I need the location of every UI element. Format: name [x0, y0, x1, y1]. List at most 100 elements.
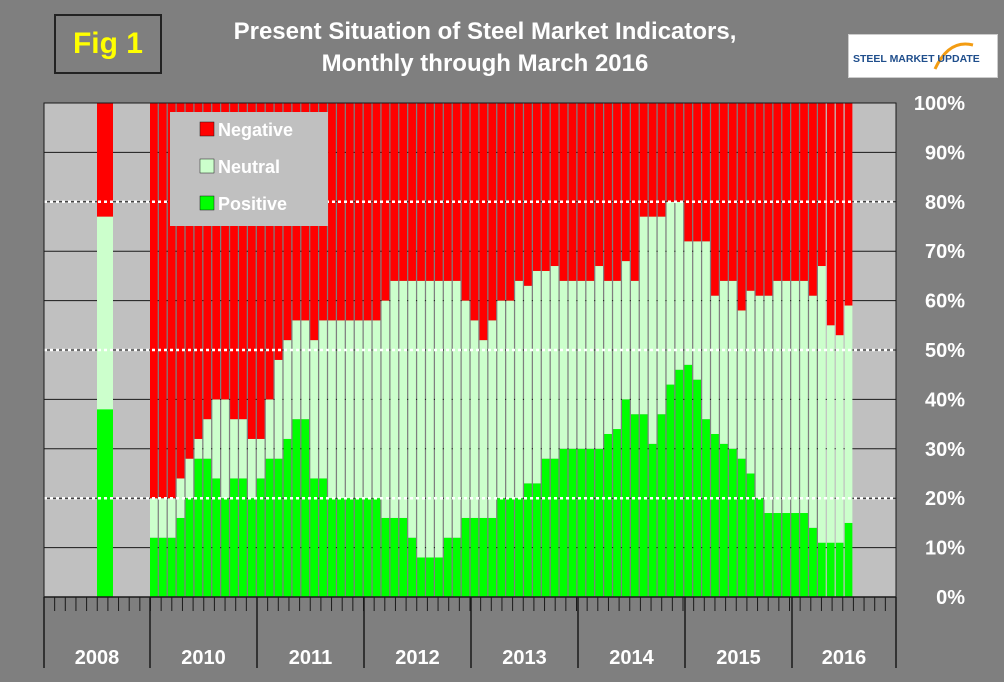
bar-positive: [479, 517, 488, 597]
bar-positive: [702, 419, 710, 597]
bar-negative: [381, 103, 390, 301]
bar-positive: [256, 478, 265, 597]
bar-neutral: [764, 295, 773, 514]
bar-positive: [470, 517, 479, 597]
bar-positive: [648, 443, 657, 597]
bar-negative: [541, 103, 550, 271]
bar-positive: [167, 537, 176, 597]
bar-neutral: [800, 280, 808, 514]
x-year-label: 2014: [609, 647, 654, 669]
bar-neutral: [684, 241, 693, 365]
bar-positive: [613, 429, 621, 597]
bar-negative: [826, 103, 835, 326]
bar-positive: [550, 458, 559, 597]
y-tick-label: 0%: [936, 587, 965, 609]
y-tick-label: 40%: [925, 389, 965, 411]
bar-neutral: [622, 261, 630, 400]
bar-neutral: [292, 320, 301, 420]
bar-positive: [345, 498, 354, 597]
bar-positive: [452, 537, 461, 597]
bar-negative: [470, 103, 479, 321]
bar-neutral: [711, 295, 719, 434]
bar-positive: [630, 414, 639, 597]
bar-negative: [532, 103, 541, 271]
bar-negative: [167, 103, 176, 499]
bar-positive: [809, 527, 817, 597]
bar-neutral: [488, 320, 497, 518]
bar-neutral: [755, 295, 764, 499]
bar-neutral: [809, 295, 817, 528]
bar-neutral: [372, 320, 381, 499]
bar-positive: [693, 379, 701, 597]
bar-positive: [826, 542, 835, 597]
bar-negative: [818, 103, 826, 267]
bar-neutral: [301, 320, 310, 420]
bar-negative: [604, 103, 612, 281]
bar-negative: [221, 103, 229, 400]
bar-positive: [773, 513, 782, 597]
bar-negative: [265, 103, 274, 400]
bar-negative: [675, 103, 684, 202]
bar-positive: [399, 517, 408, 597]
bar-positive: [417, 557, 425, 597]
bar-negative: [185, 103, 194, 459]
bar-negative: [408, 103, 416, 281]
bar-negative: [515, 103, 523, 281]
bar-neutral: [826, 325, 835, 543]
bar-positive: [310, 478, 318, 597]
bar-neutral: [274, 359, 283, 459]
bar-negative: [639, 103, 648, 217]
bar-positive: [541, 458, 550, 597]
bar-positive: [337, 498, 345, 597]
y-tick-label: 100%: [914, 93, 965, 115]
bar-negative: [176, 103, 185, 479]
bar-negative: [506, 103, 514, 301]
bar-negative: [568, 103, 577, 281]
bar-negative: [203, 103, 212, 420]
bar-neutral: [550, 266, 559, 459]
y-tick-label: 10%: [925, 538, 965, 560]
bar-negative: [150, 103, 158, 499]
bar-negative: [702, 103, 710, 242]
bar-positive: [639, 414, 648, 597]
bar-neutral: [515, 280, 523, 499]
bar-positive: [97, 409, 113, 597]
bar-positive: [461, 517, 470, 597]
bar-neutral: [506, 300, 514, 499]
bar-neutral: [176, 478, 185, 518]
bar-neutral: [737, 310, 746, 459]
bar-positive: [506, 498, 514, 597]
bar-positive: [532, 483, 541, 597]
legend-label: Neutral: [218, 157, 280, 177]
bar-negative: [613, 103, 621, 281]
logo-graphic: STEEL MARKET UPDATE: [853, 42, 980, 70]
bar-negative: [559, 103, 568, 281]
bar-positive: [595, 448, 603, 597]
bar-neutral: [212, 399, 221, 479]
bar-negative: [443, 103, 452, 281]
bar-neutral: [639, 216, 648, 415]
bar-negative: [158, 103, 167, 499]
bar-neutral: [568, 280, 577, 449]
bar-negative: [728, 103, 737, 281]
bar-neutral: [443, 280, 452, 538]
chart-title-line-1: Present Situation of Steel Market Indica…: [233, 18, 737, 45]
bar-negative: [773, 103, 782, 281]
bar-positive: [319, 478, 327, 597]
bar-positive: [568, 448, 577, 597]
bar-positive: [488, 517, 497, 597]
bar-positive: [755, 498, 764, 597]
bar-negative: [586, 103, 595, 281]
bar-negative: [452, 103, 461, 281]
legend-swatch: [199, 158, 215, 174]
bar-positive: [292, 419, 301, 597]
bar-positive: [728, 448, 737, 597]
bar-neutral: [844, 305, 853, 523]
bar-negative: [247, 103, 256, 439]
bar-neutral: [283, 340, 292, 439]
bar-negative: [711, 103, 719, 296]
bar-neutral: [435, 280, 443, 558]
bar-positive: [301, 419, 310, 597]
bar-neutral: [746, 290, 755, 474]
y-tick-label: 30%: [925, 439, 965, 461]
